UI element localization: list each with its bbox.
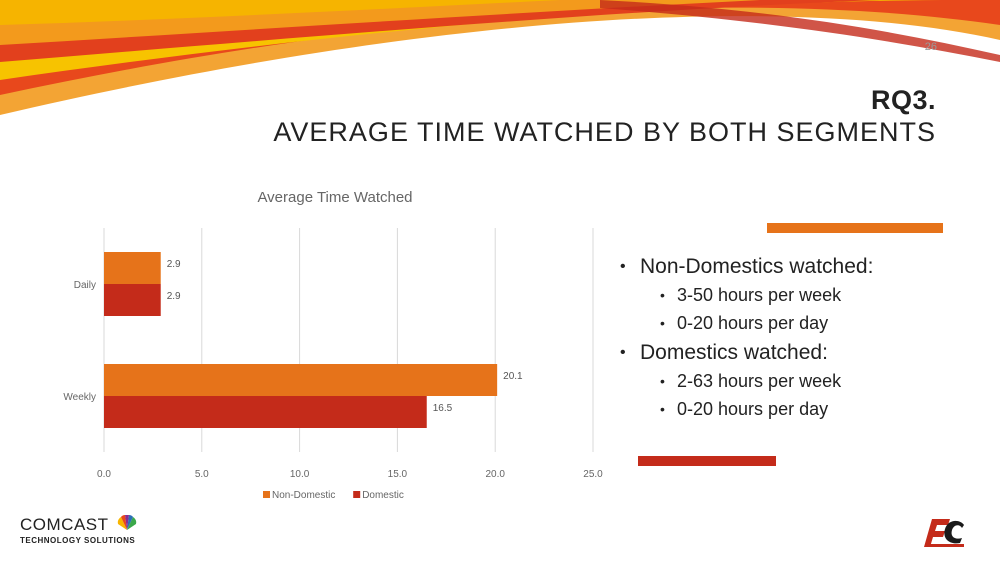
data-label: 16.5 (433, 403, 453, 414)
bar-domestic-daily (104, 284, 161, 316)
sub-bullet: 0-20 hours per day (620, 398, 960, 420)
nbc-peacock-icon (117, 515, 137, 530)
bullet-group-non-domestic: Non-Domestics watched: 3-50 hours per we… (620, 254, 960, 334)
sub-bullet: 0-20 hours per day (620, 312, 960, 334)
title-line-1: RQ3. (870, 85, 936, 115)
fc-logo-icon (924, 519, 964, 547)
slide-number: 26 (924, 41, 937, 53)
slide-title: RQ3. AVERAGE TIME WATCHED BY BOTH SEGMEN… (273, 84, 936, 148)
accent-bar-top (767, 223, 943, 233)
x-tick-label: 10.0 (290, 469, 310, 480)
x-tick-label: 25.0 (583, 469, 603, 480)
bullet-non-domestic: Non-Domestics watched: (620, 254, 960, 280)
x-tick-label: 5.0 (195, 469, 209, 480)
data-label: 2.9 (167, 259, 181, 270)
accent-bar-bottom (638, 456, 776, 466)
title-line-2: AVERAGE TIME WATCHED BY BOTH SEGMENTS (273, 117, 936, 147)
sub-bullet: 3-50 hours per week (620, 284, 960, 306)
legend-swatch-non-domestic (263, 491, 270, 498)
bar-non-domestic-weekly (104, 364, 498, 396)
comcast-sub-text: TECHNOLOGY SOLUTIONS (20, 536, 136, 545)
comcast-logo: COMCAST TECHNOLOGY SOLUTIONS (20, 515, 138, 545)
legend-label-domestic: Domestic (362, 490, 404, 501)
data-label: 2.9 (167, 291, 181, 302)
x-tick-label: 15.0 (388, 469, 408, 480)
bullet-domestic: Domestics watched: (620, 340, 960, 366)
legend-swatch-domestic (353, 491, 361, 498)
category-label-weekly: Weekly (63, 392, 96, 403)
chart-title: Average Time Watched (257, 189, 412, 206)
legend-label-non-domestic: Non-Domestic (272, 490, 335, 501)
bullet-group-domestic: Domestics watched: 2-63 hours per week 0… (620, 340, 960, 420)
bar-domestic-weekly (104, 396, 427, 428)
x-tick-label: 20.0 (485, 469, 505, 480)
comcast-brand-text: COMCAST (20, 515, 109, 534)
category-label-daily: Daily (74, 280, 96, 291)
sub-bullet: 2-63 hours per week (620, 370, 960, 392)
x-tick-label: 0.0 (97, 469, 111, 480)
data-label: 20.1 (503, 371, 523, 382)
bar-non-domestic-daily (104, 252, 161, 284)
bullet-list: Non-Domestics watched: 3-50 hours per we… (620, 254, 960, 426)
